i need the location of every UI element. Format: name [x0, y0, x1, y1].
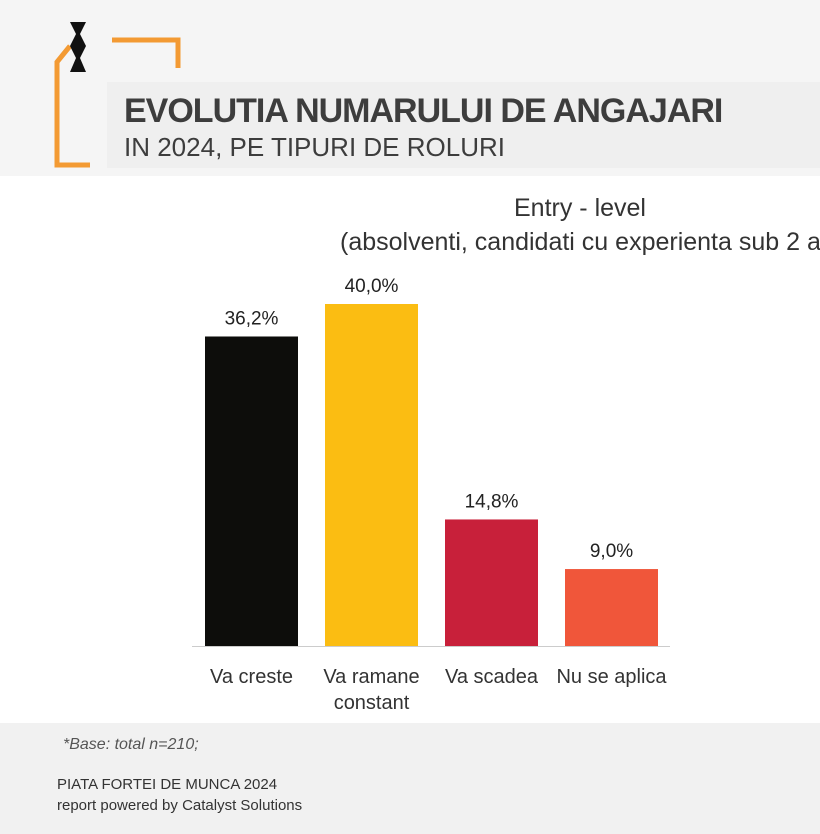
page-subtitle: IN 2024, PE TIPURI DE ROLURI: [124, 132, 505, 162]
report-title: PIATA FORTEI DE MUNCA 2024: [57, 776, 278, 793]
bar: [205, 336, 298, 646]
data-label: 36,2%: [225, 308, 279, 329]
chart-title: Entry - level: [514, 194, 646, 222]
title-band: [107, 82, 820, 168]
bar: [565, 569, 658, 646]
logo-bracket-icon: [54, 22, 181, 168]
category-label: Va scadea: [445, 666, 539, 688]
base-note: *Base: total n=210;: [63, 736, 199, 753]
category-label: Nu se aplica: [556, 666, 667, 688]
category-label: Va creste: [210, 666, 293, 688]
data-label: 40,0%: [345, 276, 399, 297]
report-credit: report powered by Catalyst Solutions: [57, 797, 303, 814]
bar: [445, 519, 538, 646]
chart-subtitle: (absolventi, candidati cu experienta sub…: [340, 228, 820, 256]
footer: [0, 723, 820, 834]
bar-chart: 36,2% Va creste 40,0% Va ramane constant 14,8…: [192, 276, 670, 714]
category-label: Va ramane: [323, 666, 419, 688]
bar: [325, 304, 418, 646]
page-title: EVOLUTIA NUMARULUI DE ANGAJARI: [124, 92, 723, 130]
category-label: constant: [334, 692, 410, 714]
data-label: 14,8%: [465, 491, 519, 512]
data-label: 9,0%: [590, 541, 633, 562]
